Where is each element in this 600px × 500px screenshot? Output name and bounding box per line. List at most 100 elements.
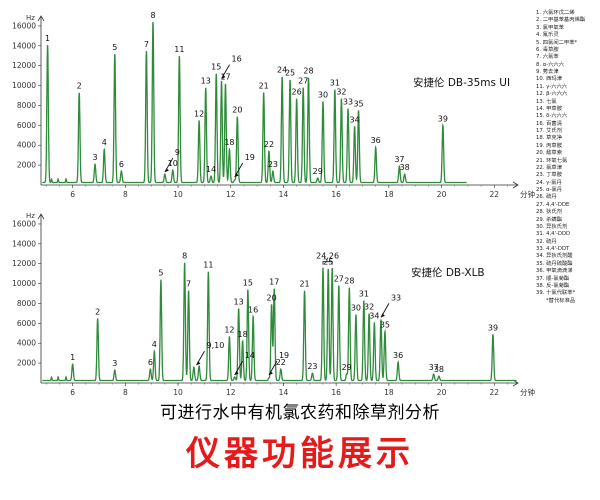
peak-label: 19 xyxy=(245,153,255,162)
peak-label: 21 xyxy=(299,280,309,289)
y-tick-label: 12000 xyxy=(12,259,36,268)
peak-label: 38 xyxy=(434,365,444,374)
peak-label: 18 xyxy=(224,138,234,147)
headline: 仪器功能展示 xyxy=(186,434,414,474)
y-tick-label: 10000 xyxy=(12,81,36,90)
peak-label: 3 xyxy=(92,153,97,162)
compound-list-item: 29. 杀螨酯 xyxy=(536,216,562,223)
compound-list-item: 21. 环氧七氯 xyxy=(536,157,568,164)
chromatogram-panel: Hz 2000 4000 6000 8000 10000 12000 14000 16000 6 8… xyxy=(12,212,535,397)
annotation-arrowhead xyxy=(380,313,385,318)
peak-label: 33 xyxy=(391,293,401,302)
annotation-arrowhead xyxy=(164,168,169,173)
peak-label: 6 xyxy=(119,160,124,169)
peak-label: 14 xyxy=(206,165,216,174)
x-tick-label: 20 xyxy=(437,190,447,199)
compound-list-item: 33. 4,4'-DDT xyxy=(536,246,570,252)
compound-list-item: 8. α-六六六 xyxy=(536,61,565,68)
peak-label: 11 xyxy=(174,45,184,54)
y-unit-label: Hz xyxy=(26,14,35,22)
y-axis-arrow xyxy=(37,15,45,22)
peak-label: 8 xyxy=(182,252,187,261)
compound-list-item: 30. 异狄氏剂 xyxy=(536,223,568,230)
peak-label: 33 xyxy=(343,97,353,106)
compound-list-item: 13. 七氯 xyxy=(536,98,557,105)
y-tick-label: 4000 xyxy=(17,339,36,348)
peak-label: 31 xyxy=(359,289,369,298)
x-tick-label: 16 xyxy=(331,388,341,397)
compound-list-item: 11. γ-六六六 xyxy=(536,83,568,90)
peak-label: 29 xyxy=(342,363,352,372)
peak-label: 1 xyxy=(70,353,75,362)
y-tick-label: 16000 xyxy=(12,21,36,30)
peak-label: 1 xyxy=(45,34,50,43)
peak-bracket xyxy=(322,261,333,265)
x-tick-label: 16 xyxy=(331,190,341,199)
peak-label: 37 xyxy=(394,155,404,164)
compound-legend: 1. 六氯环戊二烯 2. 二甲基苯基丙烯酯 3. 氯甲氧苯 4. 氟乐灵 5. 四氯间二… xyxy=(536,10,600,305)
x-tick-label: 20 xyxy=(437,388,447,397)
peak-label: 5 xyxy=(112,43,117,52)
compound-list-item: 15. δ-六六六 xyxy=(536,113,568,120)
compound-list-item: 18. 草克净 xyxy=(536,135,562,142)
compound-list-item: 12. β-六六六 xyxy=(536,91,568,98)
peak-label: 9,10 xyxy=(206,341,224,350)
chromatogram-panel: Hz 2000 4000 6000 8000 10000 12000 14000 16000 6 8… xyxy=(12,11,535,199)
y-tick-label: 4000 xyxy=(17,141,36,150)
peak-label: 30 xyxy=(318,90,328,99)
compound-list-item: 14. 甲草胺 xyxy=(536,105,562,112)
peak-label: 22 xyxy=(276,358,286,367)
compound-list-item: 17. 艾氏剂 xyxy=(536,128,562,134)
compound-list-item: 39. 十氯代联苯* xyxy=(536,290,576,297)
peak-label: 35 xyxy=(353,99,363,108)
peak-label: 26 xyxy=(292,88,302,97)
chromatogram-trace xyxy=(42,262,517,382)
x-tick-label: 18 xyxy=(384,190,394,199)
x-tick-label: 22 xyxy=(490,388,500,397)
compound-list-item: 28. 狄氏剂 xyxy=(536,209,562,216)
peak-label: 27 xyxy=(334,275,344,284)
compound-list-item: 1. 六氯环戊二烯 xyxy=(536,10,575,16)
peak-label: 15 xyxy=(211,63,221,72)
peak-label: 14 xyxy=(245,351,255,360)
peak-label: 2 xyxy=(77,82,82,91)
x-axis-arrow xyxy=(512,181,519,189)
peak-label: 16 xyxy=(232,55,242,64)
peak-label: 20 xyxy=(232,105,242,114)
y-tick-label: 8000 xyxy=(17,101,36,110)
compound-list-item: 36. 甲氧滴滴涕 xyxy=(536,268,573,275)
x-tick-label: 6 xyxy=(70,190,75,199)
compound-list-item: 3. 氯甲氧苯 xyxy=(536,24,564,31)
y-tick-label: 6000 xyxy=(17,319,36,328)
caption: 可进行水中有机氯农药和除草剂分析 xyxy=(160,403,440,423)
peak-label: 11 xyxy=(203,261,213,270)
compound-list-item: 31. 4,4'-DDD xyxy=(536,231,571,238)
column-label: 安捷伦 DB-35ms UI xyxy=(413,76,510,89)
y-tick-label: 14000 xyxy=(12,239,36,248)
peak-label: 32 xyxy=(364,302,374,311)
peak-label: 13 xyxy=(234,297,244,306)
peak-label: 17 xyxy=(269,278,279,287)
x-tick-label: 6 xyxy=(70,388,75,397)
peak-label: 12 xyxy=(224,325,234,334)
peak-label: 39 xyxy=(488,323,498,332)
y-unit-label: Hz xyxy=(26,212,35,220)
peak-label: 35 xyxy=(380,320,390,329)
compound-list-item: 5. 四氯间二甲苯* xyxy=(536,39,578,46)
x-tick-label: 14 xyxy=(279,388,289,397)
compound-list-item: 20. 敌草索 xyxy=(536,150,562,157)
peak-label: 2 xyxy=(95,307,100,316)
peak-label: 30 xyxy=(351,303,361,312)
x-tick-label: 10 xyxy=(173,388,183,397)
peak-label: 15 xyxy=(243,279,253,288)
peak-label: 3 xyxy=(112,359,117,368)
x-tick-label: 10 xyxy=(173,190,183,199)
peak-label: 39 xyxy=(438,114,448,123)
peak-label: 7 xyxy=(186,280,191,289)
annotation-arrowhead xyxy=(234,173,239,178)
peak-label: 18 xyxy=(238,330,248,339)
x-tick-label: 18 xyxy=(384,388,394,397)
peak-label: 28 xyxy=(344,277,354,286)
peak-label: 25 xyxy=(323,258,333,267)
compound-list-item: 10. 西玛津 xyxy=(536,76,562,83)
